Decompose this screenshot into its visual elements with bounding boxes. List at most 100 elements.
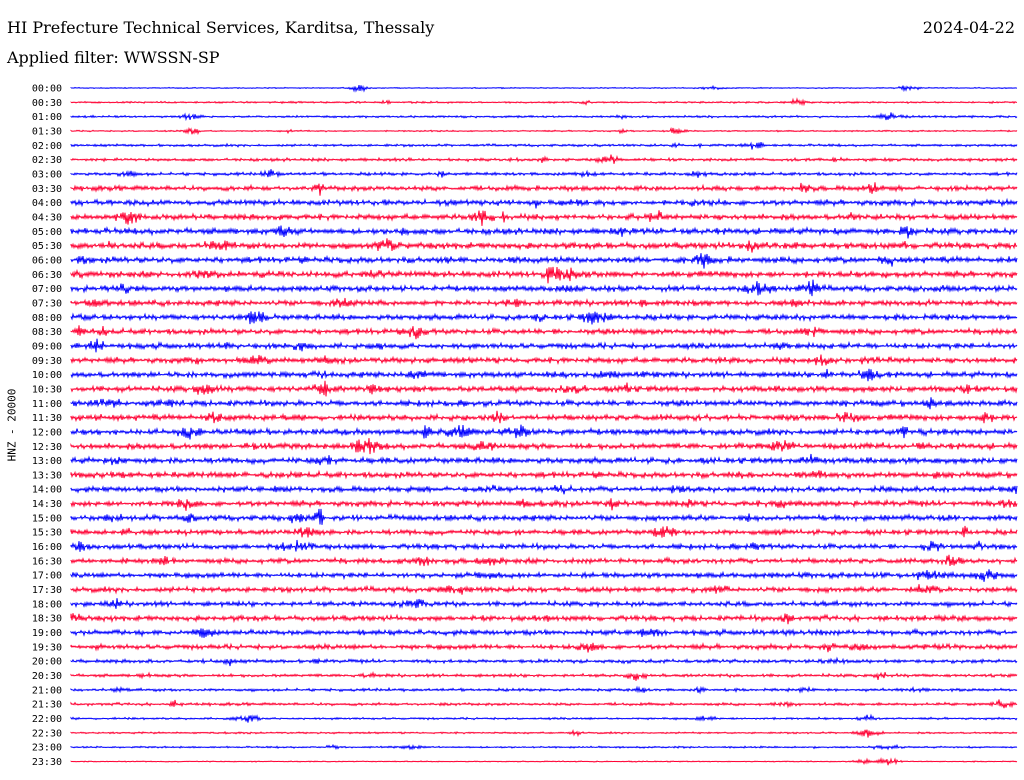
trace-line — [70, 699, 1018, 709]
time-tick-label: 03:00 — [32, 169, 62, 180]
time-tick-label: 04:00 — [32, 198, 62, 209]
trace-line — [70, 743, 1018, 751]
time-tick-label: 09:00 — [32, 341, 62, 352]
time-tick-label: 12:30 — [32, 442, 62, 453]
time-tick-label: 03:30 — [32, 184, 62, 195]
time-tick-label: 22:00 — [32, 714, 62, 725]
time-tick-label: 15:00 — [32, 513, 62, 524]
trace-line — [70, 225, 1018, 239]
trace-line — [70, 253, 1018, 269]
time-tick-label: 13:00 — [32, 456, 62, 467]
time-tick-label: 18:30 — [32, 614, 62, 625]
time-tick-label: 22:30 — [32, 728, 62, 739]
trace-line — [70, 584, 1018, 595]
trace-line — [70, 410, 1018, 424]
time-tick-label: 13:30 — [32, 470, 62, 481]
time-tick-label: 01:00 — [32, 112, 62, 123]
time-tick-label: 07:30 — [32, 298, 62, 309]
time-tick-label: 18:00 — [32, 599, 62, 610]
time-tick-label: 10:00 — [32, 370, 62, 381]
trace-line — [70, 338, 1018, 353]
trace-line — [70, 656, 1018, 667]
trace-line — [70, 757, 1018, 766]
time-tick-label: 21:30 — [32, 700, 62, 711]
trace-line — [70, 97, 1018, 107]
time-tick-label: 14:00 — [32, 485, 62, 496]
time-tick-label: 08:00 — [32, 313, 62, 324]
time-tick-label: 14:30 — [32, 499, 62, 510]
time-tick-label: 05:30 — [32, 241, 62, 252]
trace-line — [70, 525, 1018, 538]
trace-line — [70, 642, 1018, 653]
trace-line — [70, 453, 1018, 466]
time-tick-label: 10:30 — [32, 384, 62, 395]
trace-line — [70, 713, 1018, 723]
time-tick-label: 21:00 — [32, 685, 62, 696]
trace-line — [70, 311, 1018, 325]
trace-line — [70, 685, 1018, 695]
time-tick-label: 05:00 — [32, 227, 62, 238]
time-tick-label: 08:30 — [32, 327, 62, 338]
trace-line — [70, 380, 1018, 397]
trace-line — [70, 210, 1018, 226]
trace-line — [70, 325, 1018, 340]
trace-line — [70, 154, 1018, 165]
trace-line — [70, 266, 1018, 284]
trace-line — [70, 397, 1018, 410]
trace-line — [70, 498, 1018, 511]
trace-line — [70, 182, 1018, 196]
trace-line — [70, 354, 1018, 366]
time-tick-label: 00:30 — [32, 98, 62, 109]
trace-line — [70, 197, 1018, 209]
trace-line — [70, 438, 1018, 455]
time-tick-label: 02:30 — [32, 155, 62, 166]
trace-line — [70, 598, 1018, 609]
trace-line — [70, 238, 1018, 253]
time-tick-label: 04:30 — [32, 212, 62, 223]
time-tick-label: 19:00 — [32, 628, 62, 639]
trace-line — [70, 671, 1018, 681]
trace-line — [70, 297, 1018, 308]
time-tick-label: 02:00 — [32, 141, 62, 152]
filter-label: Applied filter: WWSSN-SP — [7, 48, 220, 67]
time-tick-label: 23:00 — [32, 743, 62, 754]
time-tick-label: 06:30 — [32, 270, 62, 281]
time-tick-label: 00:00 — [32, 84, 62, 95]
time-tick-label: 01:30 — [32, 126, 62, 137]
time-tick-label: 17:30 — [32, 585, 62, 596]
time-tick-label: 06:00 — [32, 255, 62, 266]
time-tick-label: 17:00 — [32, 571, 62, 582]
time-tick-label: 12:00 — [32, 427, 62, 438]
time-tick-label: 20:30 — [32, 671, 62, 682]
time-tick-label: 09:30 — [32, 356, 62, 367]
time-tick-label: 16:00 — [32, 542, 62, 553]
time-tick-label: 19:30 — [32, 642, 62, 653]
trace-line — [70, 539, 1018, 552]
trace-line — [70, 141, 1018, 150]
trace-line — [70, 729, 1018, 738]
station-title: HI Prefecture Technical Services, Kardit… — [7, 18, 435, 37]
time-tick-label: 11:30 — [32, 413, 62, 424]
trace-line — [70, 424, 1018, 440]
trace-line — [70, 126, 1018, 136]
trace-line — [70, 112, 1018, 122]
trace-line — [70, 368, 1018, 382]
trace-line — [70, 483, 1018, 495]
trace-line — [70, 469, 1018, 480]
trace-line — [70, 613, 1018, 625]
trace-line — [70, 508, 1018, 525]
trace-line — [70, 627, 1018, 638]
time-tick-label: 07:00 — [32, 284, 62, 295]
time-tick-label: 11:00 — [32, 399, 62, 410]
time-tick-label: 15:30 — [32, 528, 62, 539]
record-date: 2024-04-22 — [922, 18, 1015, 37]
trace-line — [70, 279, 1018, 297]
trace-line — [70, 569, 1018, 582]
trace-line — [70, 554, 1018, 567]
trace-line — [70, 84, 1018, 93]
time-tick-label: 20:00 — [32, 657, 62, 668]
time-tick-label: 23:30 — [32, 757, 62, 768]
time-tick-label: 16:30 — [32, 556, 62, 567]
